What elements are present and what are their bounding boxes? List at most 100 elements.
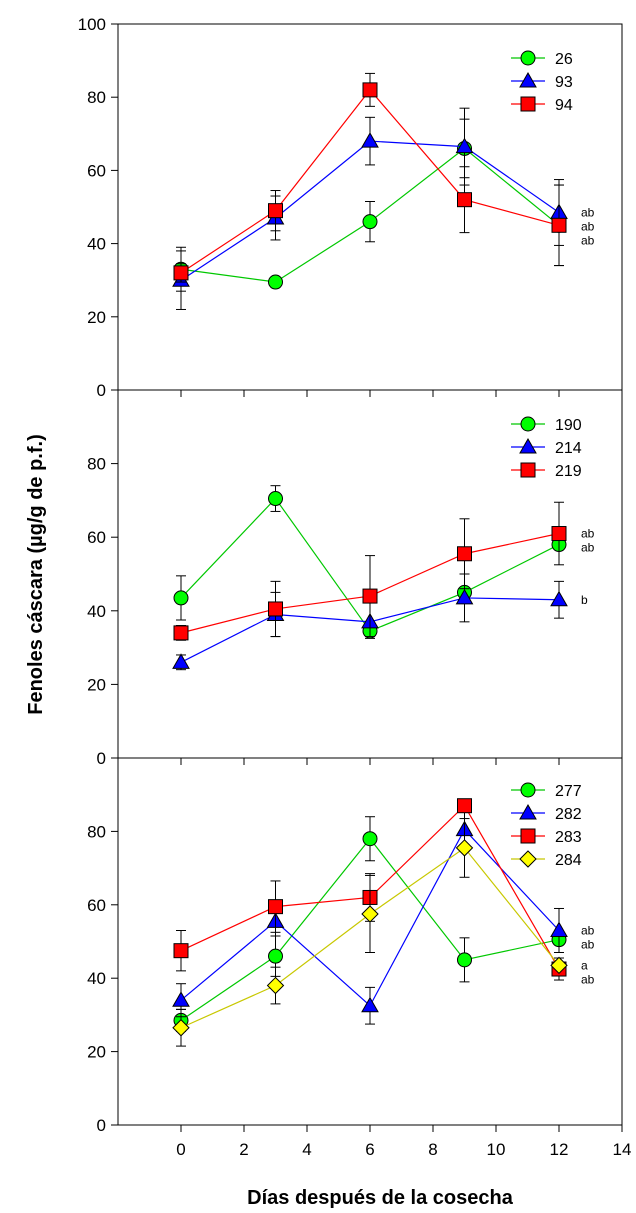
legend-marker <box>520 96 536 112</box>
data-point <box>266 976 285 995</box>
significance-letter: b <box>581 593 588 607</box>
y-tick-label: 20 <box>87 1043 106 1062</box>
legend: 190 214 219 <box>511 416 582 480</box>
data-point <box>362 82 378 98</box>
y-tick-label: 40 <box>87 235 106 254</box>
x-tick-label: 8 <box>428 1140 437 1159</box>
legend-label: 219 <box>555 463 582 480</box>
y-tick-label: 60 <box>87 528 106 547</box>
legend: 277 282 283 284 <box>511 782 582 869</box>
legend-marker <box>520 416 536 432</box>
legend-marker <box>520 50 536 66</box>
legend-marker <box>519 850 537 868</box>
y-tick-label: 40 <box>87 969 106 988</box>
data-point <box>173 590 189 606</box>
data-point <box>268 899 283 915</box>
data-point <box>173 625 189 641</box>
data-point <box>457 546 472 562</box>
significance-letter: ab <box>581 219 595 233</box>
legend-marker <box>520 462 536 478</box>
data-point <box>457 952 472 968</box>
x-tick-label: 2 <box>239 1140 248 1159</box>
significance-letter: ab <box>581 937 595 951</box>
legend-label: 94 <box>555 97 573 114</box>
legend-label: 282 <box>555 806 582 823</box>
y-tick-label: 0 <box>97 749 106 768</box>
data-point <box>550 956 568 975</box>
data-point <box>172 653 190 669</box>
legend-label: 93 <box>555 74 573 91</box>
legend-marker <box>519 437 537 454</box>
legend-marker <box>519 803 537 820</box>
data-point <box>551 217 567 233</box>
legend-label: 277 <box>555 783 582 800</box>
y-tick-label: 20 <box>87 675 106 694</box>
series-94 <box>173 72 567 283</box>
legend-marker <box>519 71 537 88</box>
significance-letter: ab <box>581 541 595 555</box>
y-tick-label: 80 <box>87 822 106 841</box>
x-tick-label: 14 <box>613 1140 632 1159</box>
legend-label: 284 <box>555 852 582 869</box>
data-point <box>455 588 474 605</box>
series-284 <box>172 818 568 1047</box>
data-point <box>361 132 379 148</box>
y-tick-label: 80 <box>87 455 106 474</box>
series-219 <box>173 501 567 641</box>
data-point <box>361 996 379 1013</box>
significance-letter: ab <box>581 527 595 541</box>
data-point <box>268 274 283 290</box>
data-point <box>550 590 568 607</box>
x-tick-label: 0 <box>176 1140 185 1159</box>
significance-letter: a <box>581 958 588 972</box>
significance-letter: ab <box>581 972 595 986</box>
data-point <box>362 831 378 847</box>
data-point <box>268 491 283 507</box>
x-tick-label: 10 <box>487 1140 506 1159</box>
x-tick-label: 6 <box>365 1140 374 1159</box>
data-point <box>362 588 378 604</box>
significance-letter: ab <box>581 923 595 937</box>
significance-letter: ab <box>581 205 595 219</box>
series-282 <box>172 807 568 1025</box>
y-tick-label: 100 <box>78 15 106 34</box>
data-point <box>551 526 567 542</box>
x-tick-label: 4 <box>302 1140 311 1159</box>
x-tick-label: 12 <box>550 1140 569 1159</box>
data-point <box>550 921 568 937</box>
legend: 26 93 94 <box>511 50 573 114</box>
data-point <box>455 137 474 154</box>
data-point <box>173 943 189 959</box>
data-point <box>268 203 283 219</box>
legend-marker <box>520 782 536 798</box>
data-point <box>172 991 190 1007</box>
data-point <box>361 905 379 923</box>
x-axis-title: Días después de la cosecha <box>247 1187 514 1209</box>
significance-letter: ab <box>581 233 595 247</box>
y-axis-title: Fenoles cáscara (µg/g de p.f.) <box>25 434 47 715</box>
y-tick-label: 40 <box>87 602 106 621</box>
data-point <box>172 1019 190 1037</box>
y-tick-label: 20 <box>87 308 106 327</box>
legend-label: 26 <box>555 51 573 68</box>
data-point <box>455 839 474 857</box>
y-tick-label: 0 <box>97 1116 106 1135</box>
data-point <box>362 214 378 230</box>
data-point <box>268 601 283 617</box>
legend-label: 190 <box>555 417 582 434</box>
data-point <box>268 948 283 964</box>
y-tick-label: 80 <box>87 88 106 107</box>
y-tick-label: 0 <box>97 381 106 400</box>
y-tick-label: 60 <box>87 896 106 915</box>
data-point <box>457 798 472 814</box>
data-point <box>173 265 189 281</box>
data-point <box>457 192 472 208</box>
y-tick-label: 60 <box>87 161 106 180</box>
legend-label: 214 <box>555 440 582 457</box>
legend-label: 283 <box>555 829 582 846</box>
legend-marker <box>520 828 536 844</box>
